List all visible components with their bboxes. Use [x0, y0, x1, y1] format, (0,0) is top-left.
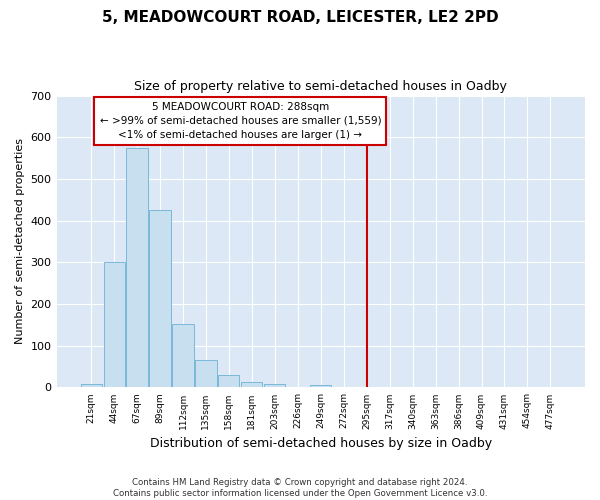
Bar	[80, 384, 101, 388]
Bar	[310, 386, 331, 388]
Bar	[104, 262, 125, 388]
Y-axis label: Number of semi-detached properties: Number of semi-detached properties	[15, 138, 25, 344]
Bar	[196, 360, 217, 388]
Text: Contains HM Land Registry data © Crown copyright and database right 2024.
Contai: Contains HM Land Registry data © Crown c…	[113, 478, 487, 498]
Title: Size of property relative to semi-detached houses in Oadby: Size of property relative to semi-detach…	[134, 80, 507, 93]
Bar	[172, 324, 194, 388]
Bar	[241, 382, 262, 388]
Text: 5 MEADOWCOURT ROAD: 288sqm
← >99% of semi-detached houses are smaller (1,559)
<1: 5 MEADOWCOURT ROAD: 288sqm ← >99% of sem…	[100, 102, 381, 140]
X-axis label: Distribution of semi-detached houses by size in Oadby: Distribution of semi-detached houses by …	[150, 437, 492, 450]
Bar	[218, 375, 239, 388]
Bar	[127, 148, 148, 388]
Bar	[149, 210, 170, 388]
Text: 5, MEADOWCOURT ROAD, LEICESTER, LE2 2PD: 5, MEADOWCOURT ROAD, LEICESTER, LE2 2PD	[101, 10, 499, 25]
Bar	[264, 384, 286, 388]
